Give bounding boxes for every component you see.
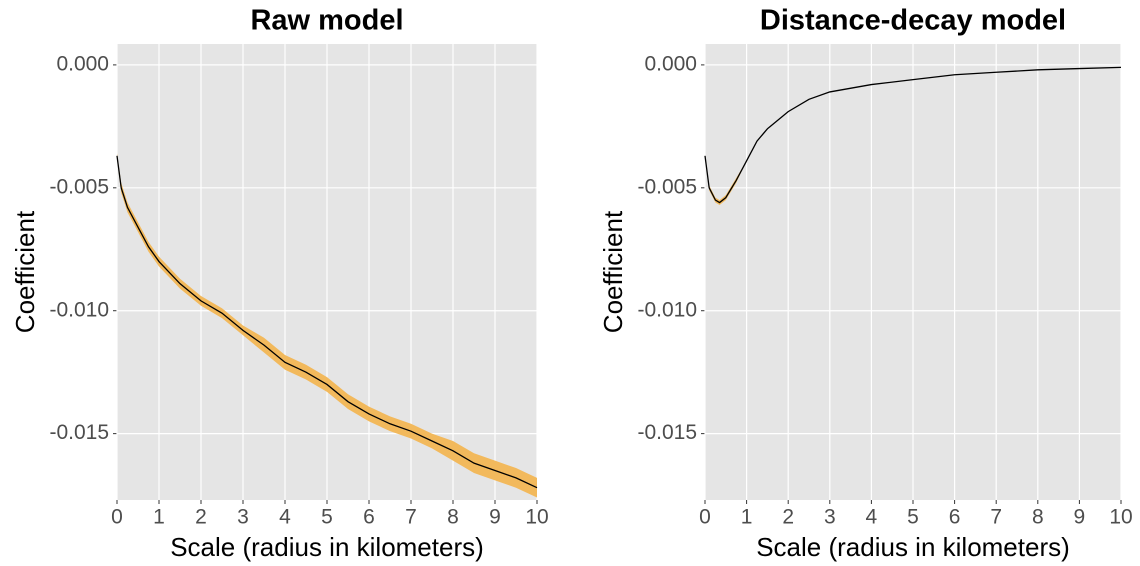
x-tick-label: 5 (321, 506, 333, 529)
x-tick-label: 8 (1032, 506, 1044, 529)
x-tick-label: 10 (1109, 506, 1132, 529)
x-tick-label: 0 (699, 506, 711, 529)
y-tick-label: 0.000 (56, 52, 109, 75)
line (704, 66, 1122, 204)
x-tick-label: 3 (824, 506, 836, 529)
x-tick-label: 5 (907, 506, 919, 529)
x-tick-label: 10 (525, 506, 548, 529)
x-tick-label: 7 (990, 506, 1002, 529)
y-tick-label: -0.010 (637, 298, 697, 321)
x-axis-label: Scale (radius in kilometers) (170, 532, 484, 562)
x-tick-label: 0 (111, 506, 123, 529)
y-axis-label: Coefficient (598, 210, 628, 333)
x-tick-label: 7 (405, 506, 417, 529)
y-tick-label: 0.000 (644, 52, 697, 75)
x-tick-label: 4 (866, 506, 878, 529)
x-tick-label: 2 (782, 506, 794, 529)
x-axis-label: Scale (radius in kilometers) (756, 532, 1070, 562)
x-tick-label: 2 (195, 506, 207, 529)
line (116, 155, 538, 489)
x-tick-label: 8 (447, 506, 459, 529)
y-tick-label: -0.015 (49, 421, 109, 444)
x-tick-label: 3 (237, 506, 249, 529)
chart-title: Distance-decay model (760, 5, 1066, 37)
x-tick-label: 6 (363, 506, 375, 529)
x-tick-label: 4 (279, 506, 291, 529)
x-tick-label: 9 (1074, 506, 1086, 529)
y-tick-label: -0.005 (637, 175, 697, 198)
y-tick-label: -0.005 (49, 175, 109, 198)
confidence-band (117, 153, 537, 498)
x-tick-label: 9 (489, 506, 501, 529)
x-tick-label: 1 (153, 506, 165, 529)
x-tick-label: 6 (949, 506, 961, 529)
y-axis-label: Coefficient (10, 210, 40, 333)
y-tick-label: -0.010 (49, 298, 109, 321)
y-tick-label: -0.015 (637, 421, 697, 444)
chart-title: Raw model (250, 5, 403, 37)
x-tick-label: 1 (741, 506, 753, 529)
